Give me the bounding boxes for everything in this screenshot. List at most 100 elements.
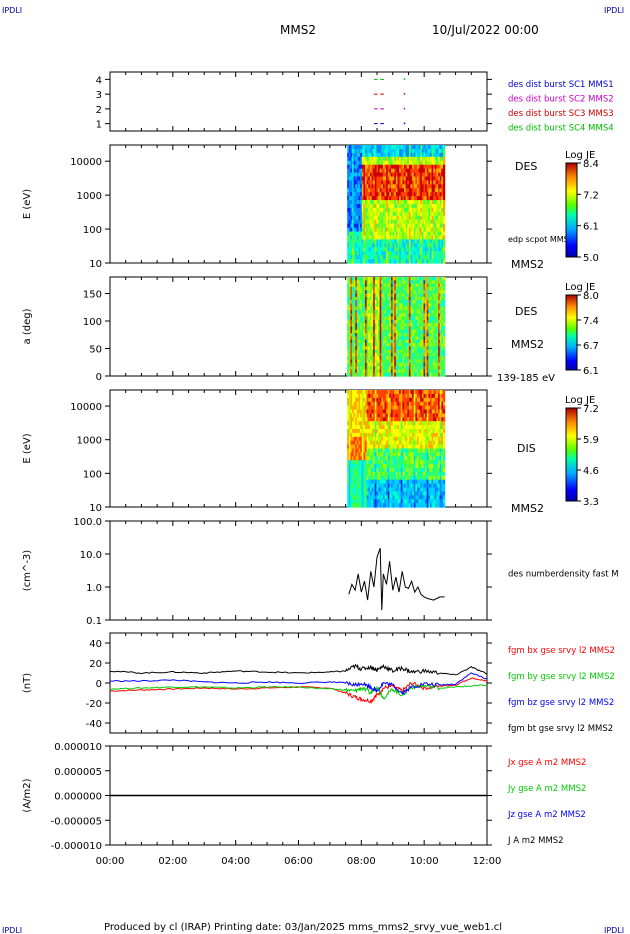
dis-energy-panel-cell <box>363 448 366 453</box>
des-energy-panel-cell <box>425 219 428 225</box>
des-pitch-panel-cell <box>404 283 407 288</box>
des-energy-panel-cell <box>404 215 407 221</box>
des-pitch-panel-cell <box>369 283 373 288</box>
des-pitch-panel-cell <box>407 333 410 337</box>
dis-energy-panel-cell <box>397 479 400 485</box>
des-pitch-panel-cell <box>369 306 373 311</box>
des-pitch-panel-cell <box>442 280 446 285</box>
des-pitch-panel-cell <box>387 323 390 328</box>
des-pitch-panel-cell <box>429 310 433 314</box>
dis-energy-panel-cell <box>353 456 356 461</box>
des-energy-panel-cell <box>348 204 352 209</box>
dis-energy-panel-cell <box>356 495 360 500</box>
des-pitch-panel-cell <box>384 369 387 374</box>
des-pitch-panel-cell <box>423 303 426 308</box>
des-pitch-panel-cell <box>347 293 350 298</box>
des-pitch-panel-cell <box>355 316 358 321</box>
des-energy-panel-cell <box>402 243 405 248</box>
des-energy-panel-cell <box>350 207 353 213</box>
des-pitch-panel-cell <box>363 277 366 281</box>
des-energy-panel-cell <box>442 192 446 197</box>
dis-energy-panel-cell <box>389 503 392 508</box>
des-energy-panel-cell <box>405 172 408 178</box>
des-pitch-panel-cell <box>348 303 352 308</box>
des-energy-panel-cell <box>386 180 389 185</box>
des-pitch-panel-cell <box>431 372 434 377</box>
dis-energy-panel-cell <box>352 468 355 473</box>
dis-energy-panel-cell <box>365 475 368 481</box>
des-pitch-panel-cell <box>400 366 403 370</box>
dis-energy-panel-cell <box>356 468 360 473</box>
des-pitch-panel-cell <box>350 356 353 361</box>
des-pitch-panel-cell <box>371 349 374 354</box>
des-energy-panel-cell <box>410 247 413 252</box>
des-pitch-panel-cell <box>441 313 444 318</box>
des-pitch-panel-cell <box>374 290 378 295</box>
des-pitch-panel-cell <box>423 280 426 285</box>
des-energy-panel-cell <box>426 227 429 233</box>
des-energy-panel-cell <box>416 247 420 252</box>
des-energy-panel-cell <box>436 231 439 237</box>
des-pitch-panel-cell <box>394 372 397 377</box>
des-energy-panel-cell <box>353 243 356 248</box>
des-energy-panel-cell <box>420 251 423 256</box>
des-pitch-panel-cell <box>356 349 360 354</box>
des-energy-panel-cell <box>365 219 368 225</box>
des-energy-panel-cell <box>413 156 416 162</box>
des-pitch-panel-cell <box>397 313 400 318</box>
dis-energy-panel-cell <box>384 475 387 481</box>
des-energy-panel-cell <box>386 145 389 150</box>
dis-energy-panel-cell <box>371 491 374 496</box>
dis-energy-panel-cell <box>381 503 384 508</box>
des-energy-panel-cell <box>382 168 386 174</box>
dis-energy-panel-cell <box>404 471 407 477</box>
des-pitch-panel-cell <box>356 372 360 377</box>
dis-energy-panel-cell <box>399 495 402 500</box>
des-energy-panel-cell <box>410 204 413 209</box>
des-energy-panel-cell <box>433 231 436 237</box>
des-pitch-panel-cell <box>353 366 356 370</box>
des-energy-panel-cell <box>400 223 403 229</box>
des-energy-panel-cell <box>404 231 407 237</box>
dis-energy-panel-cell <box>353 448 356 453</box>
des-pitch-panel-cell <box>436 362 439 367</box>
dis-energy-panel-cell <box>361 409 365 414</box>
des-pitch-panel-cell <box>363 313 366 318</box>
des-energy-panel-cell <box>433 145 436 150</box>
des-energy-panel-cell <box>405 239 408 244</box>
dis-energy-panel-cell <box>348 448 352 453</box>
dis-energy-panel-cell <box>376 495 379 500</box>
des-energy-panel-cell <box>347 204 350 209</box>
des-pitch-panel-cell <box>433 306 436 311</box>
des-energy-panel-cell <box>412 255 415 260</box>
des-pitch-panel-cell <box>434 362 438 367</box>
des-energy-panel-cell <box>428 176 431 181</box>
dis-energy-panel-cell <box>379 413 382 418</box>
des-pitch-panel-cell <box>366 349 369 354</box>
des-energy-panel-cell <box>368 160 371 166</box>
des-pitch-panel-cell <box>353 352 356 357</box>
dis-energy-panel-cell <box>386 471 389 477</box>
des-energy-panel-cell <box>428 247 431 252</box>
des-energy-panel-cell <box>363 227 366 233</box>
des-energy-panel-cell <box>400 215 403 221</box>
des-pitch-panel-cell <box>436 303 439 308</box>
des-energy-panel-cell <box>374 145 378 150</box>
des-pitch-panel-cell <box>402 339 405 344</box>
des-pitch-panel-cell <box>395 372 399 377</box>
des-energy-panel-cell <box>360 160 363 166</box>
dis-energy-panel-cell <box>350 440 353 446</box>
des-energy-panel-cell <box>413 219 416 225</box>
dis-energy-panel-cell <box>358 448 361 453</box>
des-pitch-panel-cell <box>392 296 395 301</box>
dis-energy-panel-cell <box>379 432 382 438</box>
dis-energy-panel-cell <box>361 468 365 473</box>
des-energy-panel-cell <box>369 219 373 225</box>
des-pitch-panel-cell <box>361 323 365 328</box>
des-energy-panel-cell <box>360 243 363 248</box>
dis-energy-panel-cell <box>369 448 373 453</box>
des-pitch-panel-cell <box>391 316 394 321</box>
des-energy-panel-cell <box>421 172 425 178</box>
des-pitch-panel-cell <box>395 293 399 298</box>
des-energy-panel-cell <box>415 164 418 170</box>
